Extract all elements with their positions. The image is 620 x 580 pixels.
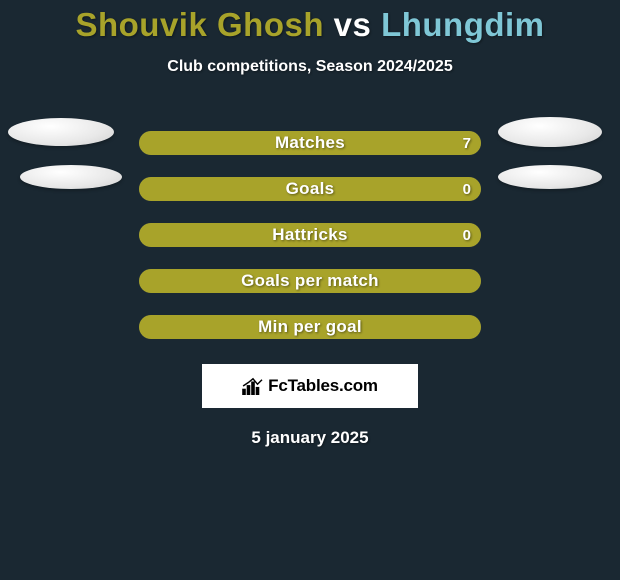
stat-value: 0	[463, 223, 471, 247]
decorative-ellipse	[498, 165, 602, 189]
player-b-name: Lhungdim	[381, 6, 544, 43]
stat-row: Hattricks0	[0, 212, 620, 258]
brand-box: FcTables.com	[202, 364, 418, 408]
stat-label: Goals	[139, 177, 481, 201]
stat-label: Goals per match	[139, 269, 481, 293]
stat-label: Matches	[139, 131, 481, 155]
stat-label: Min per goal	[139, 315, 481, 339]
stat-value: 0	[463, 177, 471, 201]
stat-bar: Hattricks0	[139, 223, 481, 247]
stats-chart: Matches7Goals0Hattricks0Goals per matchM…	[0, 120, 620, 350]
stat-bar: Goals per match	[139, 269, 481, 293]
stat-label: Hattricks	[139, 223, 481, 247]
decorative-ellipse	[498, 117, 602, 147]
subtitle: Club competitions, Season 2024/2025	[0, 58, 620, 76]
player-a-name: Shouvik Ghosh	[75, 6, 324, 43]
decorative-ellipse	[8, 118, 114, 146]
stat-bar: Min per goal	[139, 315, 481, 339]
stat-bar: Matches7	[139, 131, 481, 155]
vs-word: vs	[334, 6, 372, 43]
stat-row: Min per goal	[0, 304, 620, 350]
brand-chart-icon	[242, 377, 264, 395]
page-title: Shouvik Ghosh vs Lhungdim	[0, 6, 620, 44]
brand-text: FcTables.com	[268, 376, 378, 396]
stat-value: 7	[463, 131, 471, 155]
stat-bar: Goals0	[139, 177, 481, 201]
date-text: 5 january 2025	[0, 428, 620, 448]
stat-row: Matches7	[0, 120, 620, 166]
decorative-ellipse	[20, 165, 122, 189]
stat-row: Goals per match	[0, 258, 620, 304]
stat-row: Goals0	[0, 166, 620, 212]
infographic-container: Shouvik Ghosh vs Lhungdim Club competiti…	[0, 0, 620, 448]
